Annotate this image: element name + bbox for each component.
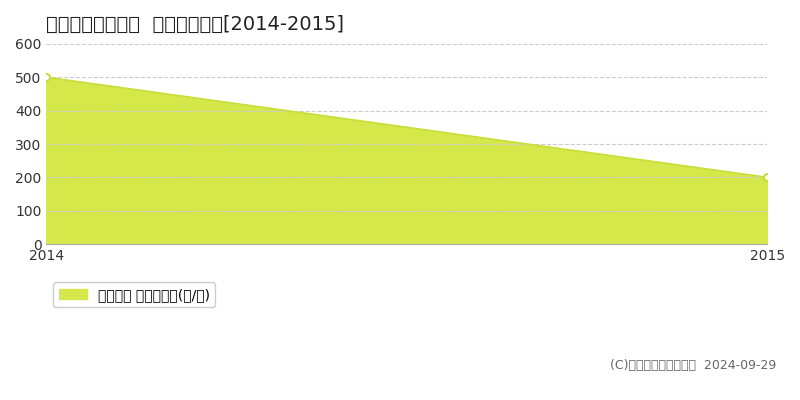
Legend: 林地価格 平均坪単価(円/坪): 林地価格 平均坪単価(円/坪) bbox=[53, 282, 215, 307]
Text: (C)土地価格ドットコム  2024-09-29: (C)土地価格ドットコム 2024-09-29 bbox=[610, 359, 776, 372]
Text: 出雲市大社町鵜峠  林地価格推移[2014-2015]: 出雲市大社町鵜峠 林地価格推移[2014-2015] bbox=[46, 15, 344, 34]
